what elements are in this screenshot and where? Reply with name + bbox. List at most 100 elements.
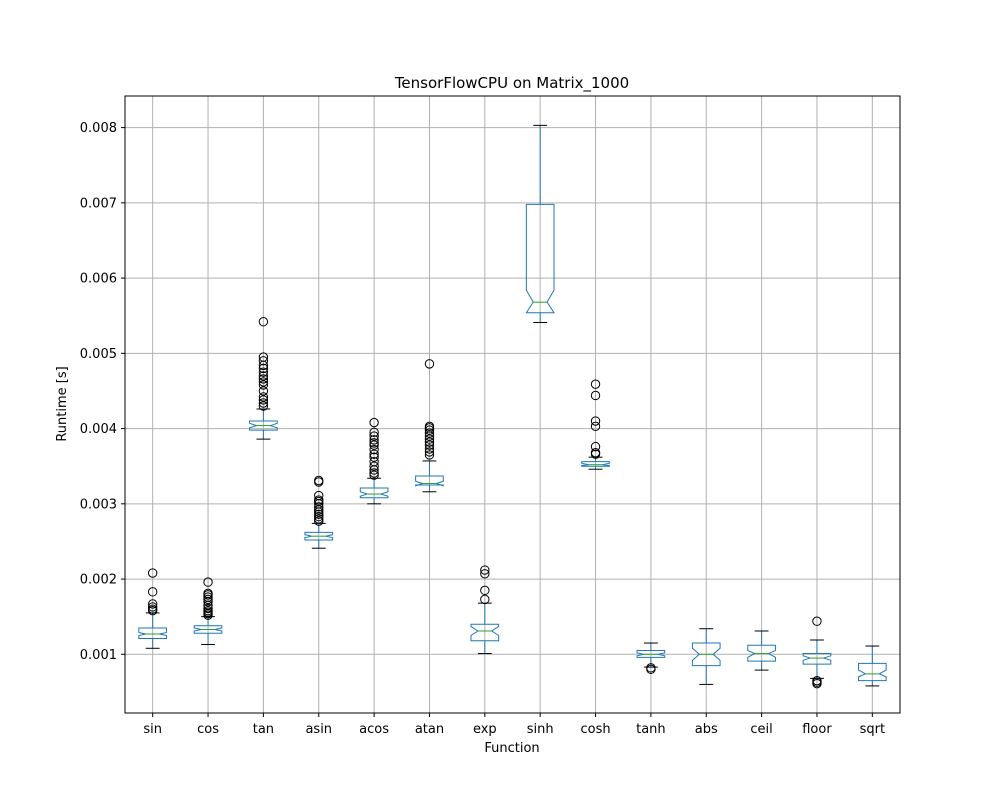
x-axis-label: Function [484, 741, 539, 756]
outlier-point [480, 569, 490, 579]
outlier-point [369, 435, 379, 445]
outlier-point [369, 456, 379, 467]
outlier-point [424, 444, 435, 454]
box-sinh [525, 124, 555, 323]
outlier-point [590, 441, 601, 452]
outlier-point [812, 616, 822, 626]
x-tick-label-tan: tan [253, 722, 274, 737]
box-body [857, 662, 887, 682]
x-tick-label-exp: exp [473, 722, 497, 737]
y-tick-label: 0.004 [80, 422, 117, 437]
box-asin [304, 475, 334, 549]
box-cos [193, 577, 223, 646]
outlier-point [258, 363, 269, 374]
outlier-point [258, 367, 269, 377]
outlier-point [258, 352, 269, 362]
outlier-point [424, 447, 435, 457]
box-body [525, 203, 555, 314]
outlier-point [369, 468, 379, 478]
box-body [249, 420, 278, 431]
outlier-point [590, 447, 601, 458]
box-body [636, 650, 666, 658]
y-tick-label: 0.005 [80, 347, 117, 362]
box-cosh [581, 379, 610, 470]
outlier-point [203, 603, 213, 614]
y-tick-label: 0.001 [80, 648, 117, 663]
outlier-point [258, 374, 269, 384]
x-tick-label-tanh: tanh [636, 722, 666, 737]
outlier-point [314, 475, 324, 486]
chart-title: TensorFlowCPU on Matrix_1000 [394, 74, 629, 93]
outlier-point [369, 461, 379, 471]
outlier-point [369, 444, 379, 455]
outlier-point [369, 417, 379, 428]
outlier-point [314, 511, 324, 522]
outlier-point [258, 356, 269, 366]
x-tick-label-cosh: cosh [580, 722, 610, 737]
outlier-point [147, 604, 158, 614]
x-tick-label-asin: asin [305, 722, 332, 737]
box-sqrt [857, 645, 887, 687]
box-floor [802, 616, 832, 689]
box-abs [691, 628, 721, 685]
outlier-point [480, 585, 490, 596]
outlier-point [203, 588, 213, 599]
outlier-point [314, 495, 324, 505]
box-body [747, 644, 776, 662]
outlier-point [369, 452, 379, 462]
y-axis-label: Runtime [s] [55, 366, 70, 441]
outlier-point [258, 395, 269, 405]
outlier-point [147, 599, 158, 609]
box-body [802, 653, 832, 665]
box-body [138, 627, 168, 640]
box-tan [249, 317, 278, 440]
x-tick-label-sinh: sinh [527, 722, 554, 737]
outlier-point [480, 594, 490, 605]
outlier-point [590, 390, 601, 401]
outlier-point [203, 577, 213, 587]
outlier-point [258, 401, 269, 411]
outlier-point [147, 568, 158, 578]
box-sin [138, 568, 168, 649]
outlier-point [314, 509, 324, 520]
boxes [138, 124, 887, 689]
x-tick-label-atan: atan [415, 722, 444, 737]
outlier-point [258, 371, 269, 381]
outlier-point [203, 594, 213, 605]
outlier-point [424, 421, 435, 432]
outlier-point [258, 392, 269, 402]
outlier-point [812, 675, 822, 686]
outlier-point [314, 514, 324, 524]
x-tick-label-floor: floor [802, 722, 832, 737]
outlier-point [203, 592, 213, 602]
outlier-point [369, 470, 379, 480]
box-body [415, 475, 444, 487]
box-body [359, 487, 389, 499]
outlier-point [590, 416, 601, 426]
outlier-point [424, 428, 435, 438]
x-tick-label-acos: acos [359, 722, 389, 737]
outlier-point [314, 502, 324, 512]
box-ceil [747, 630, 776, 671]
x-tick-label-ceil: ceil [750, 722, 772, 737]
y-axis-ticks: 0.001 0.002 0.003 0.004 0.005 0.006 0.007 0.008 [80, 121, 125, 663]
outlier-point [258, 386, 269, 396]
grid-lines [125, 96, 900, 713]
x-axis-ticks: sin cos tan asin acos atan exp sinh cosh tanh abs c… [143, 713, 885, 737]
outlier-point [258, 377, 269, 387]
outlier-point [480, 565, 490, 575]
x-tick-label-abs: abs [695, 722, 718, 737]
y-tick-label: 0.007 [80, 196, 117, 211]
outlier-point [646, 663, 656, 673]
outlier-point [424, 437, 435, 447]
y-tick-label: 0.003 [80, 497, 117, 512]
outlier-point [590, 379, 601, 389]
box-body [691, 642, 721, 667]
outlier-point [203, 605, 213, 616]
box-tanh [636, 642, 666, 675]
outlier-point [424, 359, 435, 369]
box-acos [359, 417, 389, 505]
outlier-point [369, 438, 379, 448]
